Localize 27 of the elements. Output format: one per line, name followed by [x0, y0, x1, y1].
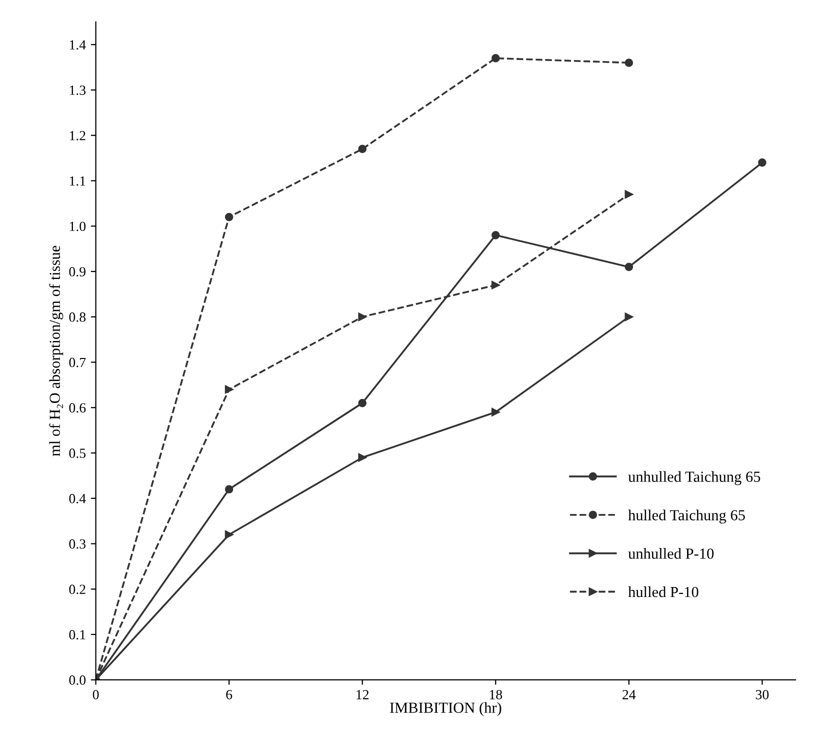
y-tick-label: 0.4 [69, 494, 86, 504]
y-tick-label: 0.7 [69, 358, 86, 368]
y-tick-label: 1.0 [70, 222, 86, 232]
y-tick-label: 1.1 [70, 176, 86, 186]
y-tick-label: 0.5 [69, 448, 86, 458]
y-tick-label: 0.1 [69, 630, 86, 640]
legend-label: hulled Taichung 65 [628, 510, 745, 524]
legend-label: unhulled Taichung 65 [628, 471, 760, 486]
legend-label: hulled P-10 [628, 586, 698, 598]
x-tick-label: 12 [356, 690, 369, 700]
y-tick-label: 1.3 [70, 86, 86, 96]
y-tick-label: 0.9 [69, 267, 86, 276]
legend-label: unhulled P-10 [628, 548, 714, 559]
y-tick-label: 0.6 [69, 403, 86, 413]
y-axis-title: ml of H₂O absorption/gm of tissue [49, 246, 64, 456]
y-tick-label: 0.8 [69, 312, 86, 322]
y-tick-label: 0.0 [69, 675, 86, 685]
y-tick-label: 1.4 [70, 40, 86, 50]
y-tick-label: 0.2 [69, 584, 86, 594]
x-tick-label: 0 [92, 690, 99, 700]
x-tick-label: 30 [756, 690, 769, 700]
x-tick-label: 18 [490, 690, 502, 700]
x-tick-label: 6 [226, 690, 232, 700]
x-axis-title: IMBIBITION (hr) [390, 702, 502, 716]
y-tick-label: 1.2 [70, 130, 86, 140]
y-tick-label: 0.3 [69, 539, 86, 549]
x-tick-label: 24 [622, 690, 636, 700]
